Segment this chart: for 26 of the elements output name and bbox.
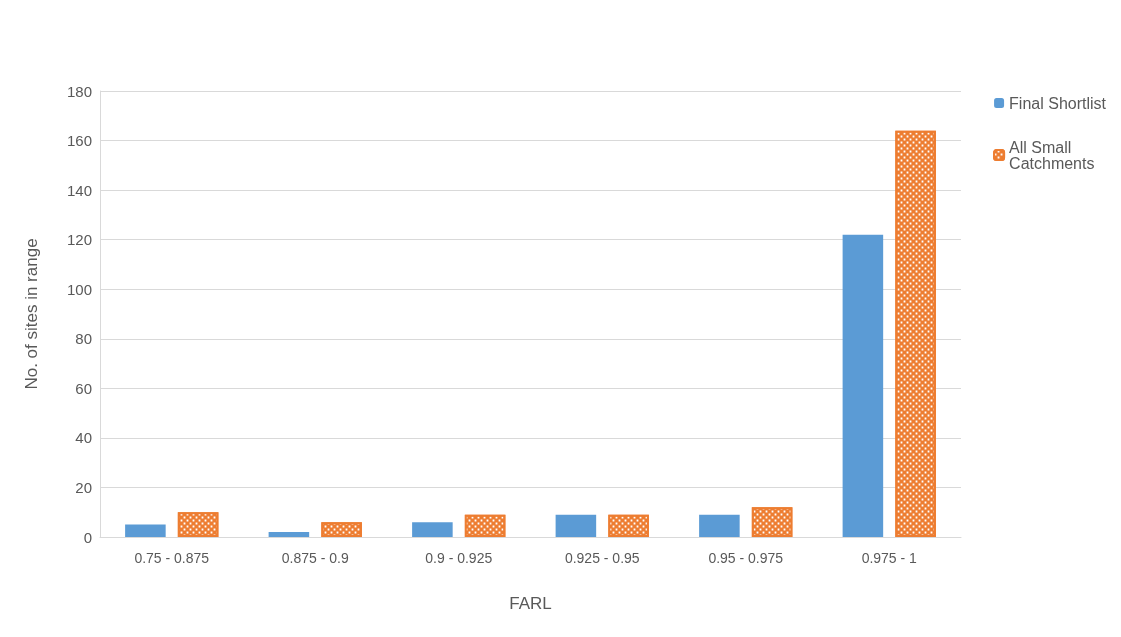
x-tick-label: 0.925 - 0.95 — [564, 550, 640, 566]
legend-label: Final Shortlist — [1009, 94, 1107, 112]
bar — [268, 532, 310, 537]
bar — [125, 524, 166, 537]
y-tick-label: 0 — [83, 528, 92, 546]
y-tick-label: 140 — [66, 181, 92, 199]
legend-label: All Small Catchments — [1009, 138, 1095, 172]
y-axis-title: No. of sites in range — [22, 238, 41, 390]
y-tick-label: 20 — [75, 478, 92, 496]
y-tick-label: 120 — [66, 231, 92, 249]
x-tick-label: 0.875 - 0.9 — [281, 550, 349, 566]
bar — [842, 234, 884, 537]
x-axis-title: FARL — [509, 594, 552, 613]
bar — [555, 514, 597, 537]
bar — [412, 522, 453, 537]
x-tick-label: 0.95 - 0.975 — [708, 550, 784, 566]
y-tick-label: 60 — [75, 379, 92, 397]
x-tick-label: 0.75 - 0.875 — [134, 550, 210, 566]
bar — [699, 514, 740, 537]
y-tick-label: 100 — [66, 280, 92, 298]
y-tick-label: 80 — [75, 330, 92, 348]
y-tick-label: 40 — [75, 429, 92, 447]
y-tick-label: 160 — [66, 132, 92, 150]
x-tick-label: 0.9 - 0.925 — [425, 550, 493, 566]
x-tick-label: 0.975 - 1 — [861, 550, 918, 566]
y-tick-label: 180 — [66, 82, 92, 100]
